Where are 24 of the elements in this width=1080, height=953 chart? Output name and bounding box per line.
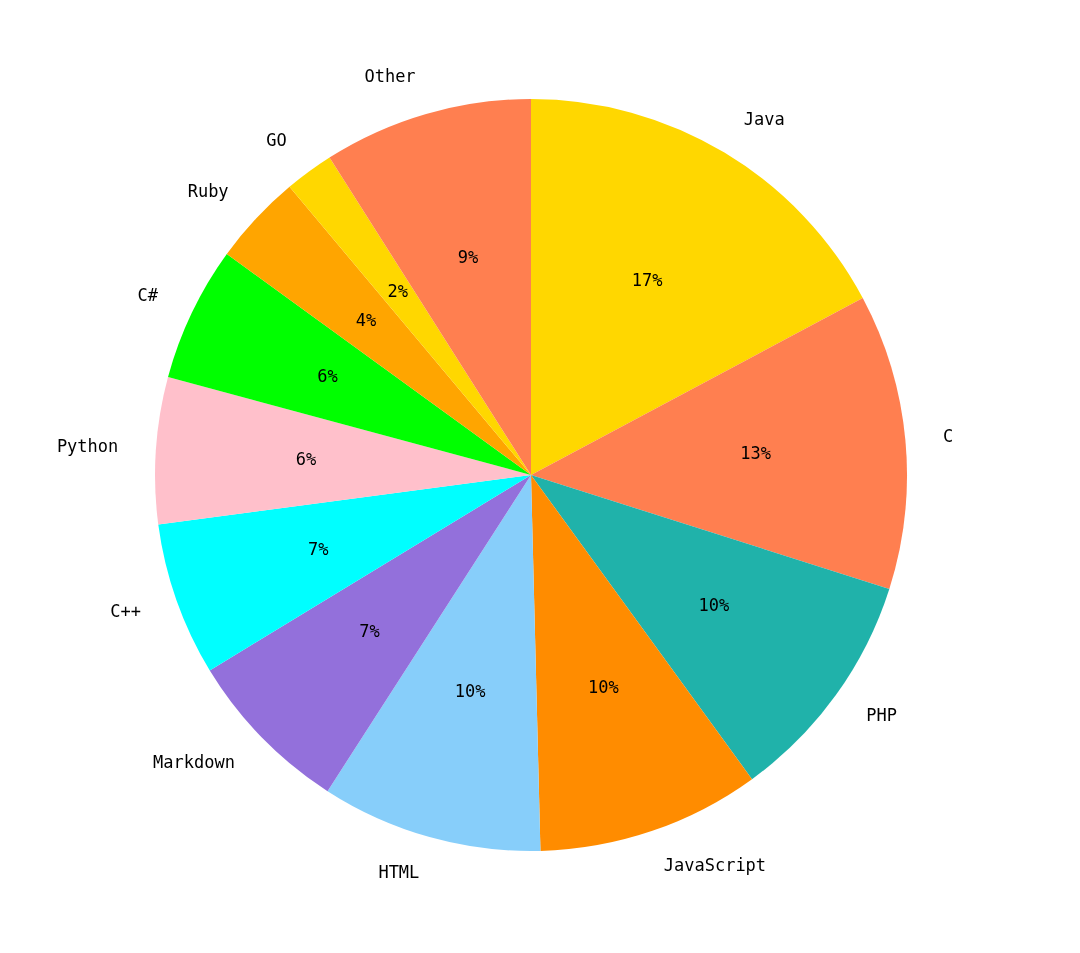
slice-label: HTML (378, 861, 420, 882)
slice-label: C# (137, 284, 159, 305)
slice-label: GO (266, 129, 287, 150)
data-label: 2% (387, 281, 409, 302)
data-label: 10% (454, 680, 486, 701)
data-label: 9% (457, 246, 479, 267)
data-label: 10% (698, 595, 730, 616)
data-label: 10% (588, 677, 619, 698)
data-label: 17% (631, 269, 663, 290)
slice-label: C (942, 425, 954, 446)
slice-label: JavaScript (663, 855, 767, 876)
slice-label: PHP (866, 705, 898, 726)
data-label: 6% (295, 448, 317, 469)
data-label: 13% (740, 442, 772, 463)
data-label: 4% (355, 309, 377, 330)
data-label: 7% (308, 538, 329, 559)
slice-label: Markdown (153, 752, 235, 773)
data-label: 7% (359, 620, 380, 641)
slice-label: Python (56, 436, 119, 457)
slice-label: Ruby (187, 181, 229, 202)
slice-label: Other (364, 66, 416, 87)
slice-label: C++ (110, 601, 141, 622)
data-label: 6% (317, 366, 338, 387)
slice-label: Java (743, 108, 785, 129)
